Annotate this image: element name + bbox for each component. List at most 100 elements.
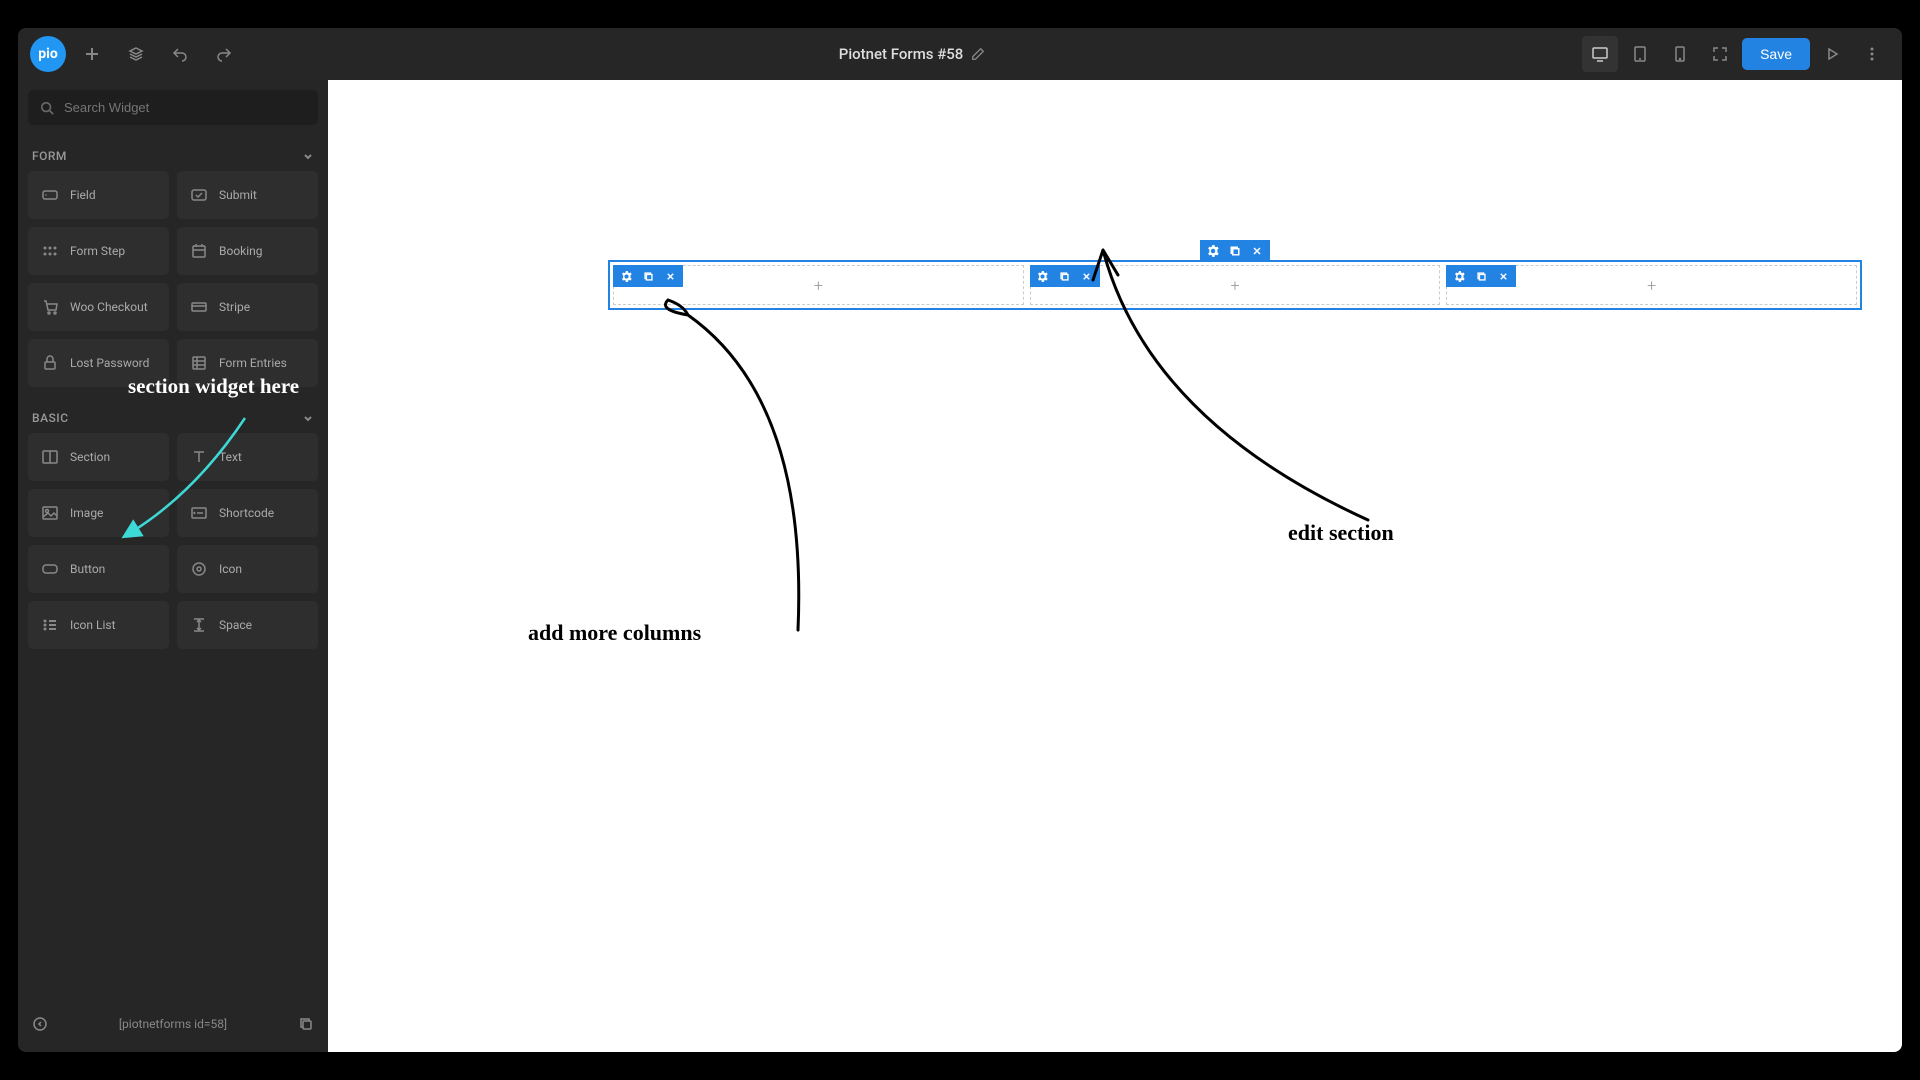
section-delete-icon[interactable] — [1248, 242, 1266, 260]
title-text: Piotnet Forms #58 — [839, 45, 964, 63]
widget-woo[interactable]: Woo Checkout — [28, 283, 169, 331]
column-delete-icon[interactable] — [1494, 267, 1512, 285]
section-duplicate-icon[interactable] — [1226, 242, 1244, 260]
chevron-down-icon — [302, 150, 314, 162]
widget-label: Lost Password — [70, 356, 149, 370]
column-delete-icon[interactable] — [661, 267, 679, 285]
column-settings-icon[interactable] — [1034, 267, 1052, 285]
sidebar: FORM Field Submit Form Step Bo — [18, 80, 328, 1052]
widget-label: Form Step — [70, 244, 125, 258]
widget-booking[interactable]: Booking — [177, 227, 318, 275]
preview-button[interactable] — [1814, 36, 1850, 72]
layers-button[interactable] — [118, 36, 154, 72]
booking-icon — [189, 241, 209, 261]
widget-label: Woo Checkout — [70, 300, 148, 314]
redo-button[interactable] — [206, 36, 242, 72]
text-icon — [189, 447, 209, 467]
widget-section[interactable]: Section — [28, 433, 169, 481]
undo-button[interactable] — [162, 36, 198, 72]
column-settings-icon[interactable] — [617, 267, 635, 285]
widget-image[interactable]: Image — [28, 489, 169, 537]
search-input[interactable] — [64, 100, 306, 115]
column-3-toolbar — [1446, 265, 1516, 287]
footer-shortcode: [piotnetforms id=58] — [119, 1017, 227, 1031]
fullscreen-button[interactable] — [1702, 36, 1738, 72]
copy-icon[interactable] — [298, 1016, 314, 1032]
submit-icon — [189, 185, 209, 205]
widget-text[interactable]: Text — [177, 433, 318, 481]
column-2[interactable]: + — [1030, 265, 1441, 305]
add-widget-icon[interactable]: + — [1230, 276, 1239, 295]
section-toolbar — [1200, 240, 1270, 262]
widget-label: Icon List — [70, 618, 116, 632]
widget-label: Field — [70, 188, 96, 202]
widget-iconlist[interactable]: Icon List — [28, 601, 169, 649]
more-button[interactable] — [1854, 36, 1890, 72]
widget-label: Booking — [219, 244, 263, 258]
lock-icon — [40, 353, 60, 373]
widget-shortcode[interactable]: Shortcode — [177, 489, 318, 537]
button-icon — [40, 559, 60, 579]
section-settings-icon[interactable] — [1204, 242, 1222, 260]
column-1[interactable]: + — [613, 265, 1024, 305]
desktop-view-button[interactable] — [1582, 36, 1618, 72]
annotation-add-columns: add more columns — [528, 620, 701, 646]
widget-icon[interactable]: Icon — [177, 545, 318, 593]
collapse-icon[interactable] — [32, 1016, 48, 1032]
widget-button[interactable]: Button — [28, 545, 169, 593]
basic-section-header[interactable]: BASIC — [28, 403, 318, 433]
widget-label: Button — [70, 562, 105, 576]
widget-space[interactable]: Space — [177, 601, 318, 649]
chevron-down-icon — [302, 412, 314, 424]
section-icon — [40, 447, 60, 467]
widget-stripe[interactable]: Stripe — [177, 283, 318, 331]
section-element[interactable]: + + + — [608, 260, 1862, 310]
canvas[interactable]: + + + — [328, 80, 1902, 1052]
logo: pio — [30, 36, 66, 72]
widget-label: Section — [70, 450, 110, 464]
search-box[interactable] — [28, 90, 318, 125]
add-widget-icon[interactable]: + — [1647, 276, 1656, 295]
icon-icon — [189, 559, 209, 579]
page-title: Piotnet Forms #58 — [250, 45, 1574, 63]
edit-title-icon[interactable] — [971, 47, 985, 61]
column-2-toolbar — [1030, 265, 1100, 287]
save-button[interactable]: Save — [1742, 38, 1810, 70]
space-icon — [189, 615, 209, 635]
widget-formstep[interactable]: Form Step — [28, 227, 169, 275]
column-duplicate-icon[interactable] — [639, 267, 657, 285]
basic-section-title: BASIC — [32, 411, 69, 425]
annotation-arrow-add-columns — [638, 280, 1138, 680]
widget-lostpw[interactable]: Lost Password — [28, 339, 169, 387]
search-icon — [40, 101, 54, 115]
column-1-toolbar — [613, 265, 683, 287]
column-duplicate-icon[interactable] — [1472, 267, 1490, 285]
shortcode-icon — [189, 503, 209, 523]
add-button[interactable] — [74, 36, 110, 72]
widget-label: Text — [219, 450, 242, 464]
field-icon — [40, 185, 60, 205]
widget-submit[interactable]: Submit — [177, 171, 318, 219]
form-section-header[interactable]: FORM — [28, 141, 318, 171]
stripe-icon — [189, 297, 209, 317]
tablet-view-button[interactable] — [1622, 36, 1658, 72]
column-delete-icon[interactable] — [1078, 267, 1096, 285]
widget-label: Image — [70, 506, 103, 520]
column-duplicate-icon[interactable] — [1056, 267, 1074, 285]
widget-label: Space — [219, 618, 252, 632]
entries-icon — [189, 353, 209, 373]
cart-icon — [40, 297, 60, 317]
widget-entries[interactable]: Form Entries — [177, 339, 318, 387]
form-section-title: FORM — [32, 149, 67, 163]
widget-label: Shortcode — [219, 506, 274, 520]
column-3[interactable]: + — [1446, 265, 1857, 305]
column-settings-icon[interactable] — [1450, 267, 1468, 285]
formstep-icon — [40, 241, 60, 261]
image-icon — [40, 503, 60, 523]
widget-label: Stripe — [219, 300, 250, 314]
add-widget-icon[interactable]: + — [814, 276, 823, 295]
widget-label: Icon — [219, 562, 242, 576]
widget-label: Form Entries — [219, 356, 287, 370]
widget-field[interactable]: Field — [28, 171, 169, 219]
mobile-view-button[interactable] — [1662, 36, 1698, 72]
